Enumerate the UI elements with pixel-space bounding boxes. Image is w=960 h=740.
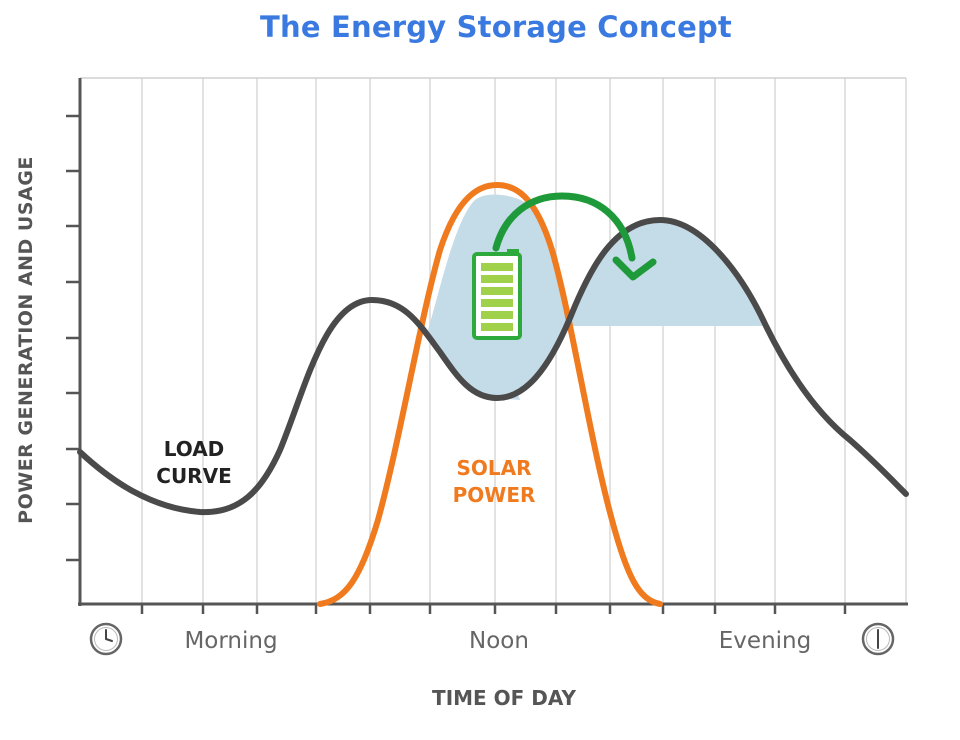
solar-power-curve bbox=[317, 181, 663, 607]
y-axis-label: POWER GENERATION AND USAGE bbox=[15, 156, 37, 524]
solar-power-label-line: POWER bbox=[452, 483, 536, 507]
solar-power-label: SOLAR POWER bbox=[453, 455, 536, 509]
y-axis-ticks bbox=[66, 114, 80, 562]
grid-lines bbox=[141, 78, 907, 604]
battery-icon bbox=[472, 249, 522, 340]
diagram-title: The Energy Storage Concept bbox=[260, 10, 732, 44]
solar-power-label-line: SOLAR bbox=[456, 456, 532, 480]
load-curve bbox=[77, 216, 909, 516]
clock-icon bbox=[89, 622, 123, 656]
arrow-icon bbox=[492, 192, 657, 281]
x-axis-label: TIME OF DAY bbox=[432, 686, 576, 710]
x-tick-label: Noon bbox=[469, 628, 529, 654]
x-tick-label: Morning bbox=[184, 628, 278, 654]
load-curve-label-line: CURVE bbox=[156, 464, 232, 488]
clock-icon bbox=[861, 622, 895, 656]
x-axis-ticks bbox=[140, 604, 847, 614]
load-curve-label-line: LOAD bbox=[163, 437, 225, 461]
released-energy-area bbox=[570, 220, 766, 326]
load-curve-label: LOAD CURVE bbox=[156, 436, 231, 490]
x-tick-label: Evening bbox=[718, 628, 812, 654]
